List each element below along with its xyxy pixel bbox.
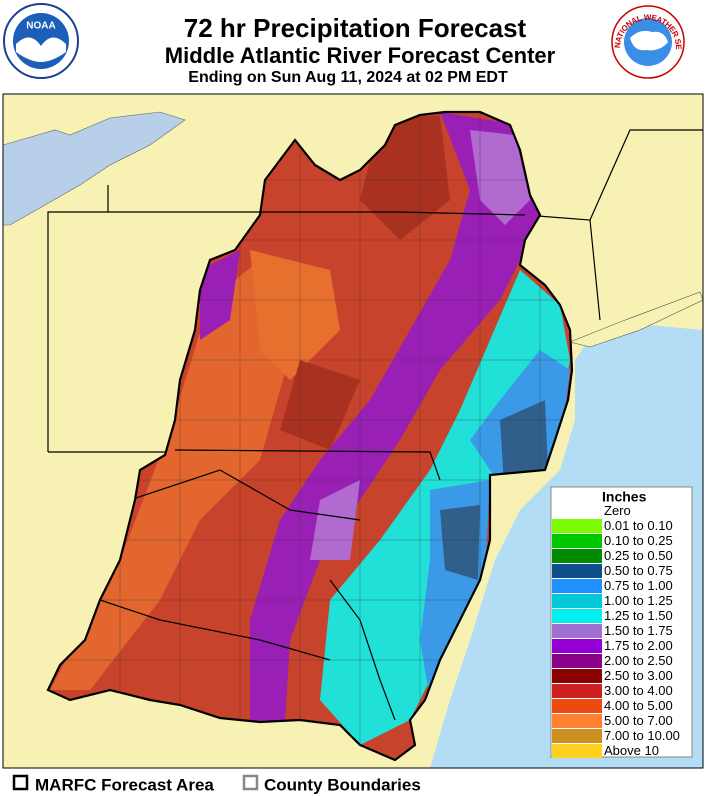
subtitle: Middle Atlantic River Forecast Center [165, 43, 556, 68]
legend-swatch [552, 669, 602, 683]
county-key [242, 774, 259, 791]
legend-label: 2.00 to 2.50 [604, 653, 673, 668]
legend-label: 0.10 to 0.25 [604, 533, 673, 548]
legend-swatch [552, 714, 602, 728]
legend-swatch [552, 519, 602, 533]
legend-swatch [552, 729, 602, 743]
legend-swatch [552, 744, 602, 758]
legend-label: 0.50 to 0.75 [604, 563, 673, 578]
legend-label: 1.75 to 2.00 [604, 638, 673, 653]
header-bg [0, 0, 706, 93]
legend-swatch [552, 699, 602, 713]
legend-label: Zero [604, 503, 631, 518]
legend-label: 1.50 to 1.75 [604, 623, 673, 638]
legend-label: 0.01 to 0.10 [604, 518, 673, 533]
legend-swatch [552, 684, 602, 698]
legend-swatch [552, 654, 602, 668]
legend-title: Inches [602, 489, 647, 505]
legend-label: Above 10 [604, 743, 659, 758]
legend-swatch [552, 534, 602, 548]
legend-label: 4.00 to 5.00 [604, 698, 673, 713]
title: 72 hr Precipitation Forecast [184, 13, 527, 43]
map [3, 94, 703, 768]
legend-swatch [552, 504, 602, 518]
legend-swatch [552, 564, 602, 578]
legend-label: 1.25 to 1.50 [604, 608, 673, 623]
legend-swatch [552, 609, 602, 623]
legend-swatch [552, 579, 602, 593]
legend-label: 5.00 to 7.00 [604, 713, 673, 728]
noaa-logo: NOAA [3, 3, 79, 79]
state-lines [47, 129, 703, 453]
legend-label: 3.00 to 4.00 [604, 683, 673, 698]
lake-ontario [3, 111, 186, 226]
footer-item: MARFC Forecast Area [35, 775, 214, 794]
long-island [569, 291, 703, 348]
noaa-label: NOAA [26, 21, 55, 32]
legend-swatch [552, 639, 602, 653]
legend-label: 2.50 to 3.00 [604, 668, 673, 683]
basin-key [12, 774, 29, 791]
legend-label: 0.25 to 0.50 [604, 548, 673, 563]
legend-swatch [552, 594, 602, 608]
legend-label: 0.75 to 1.00 [604, 578, 673, 593]
legend-label: 7.00 to 10.00 [604, 728, 680, 743]
legend-swatch [552, 624, 602, 638]
footer-item: County Boundaries [264, 775, 421, 794]
legend-swatch [552, 549, 602, 563]
map-frame [2, 93, 704, 769]
footer-bg [0, 769, 706, 796]
legend-label: 1.00 to 1.25 [604, 593, 673, 608]
valid-time: Ending on Sun Aug 11, 2024 at 02 PM EDT [188, 69, 508, 86]
